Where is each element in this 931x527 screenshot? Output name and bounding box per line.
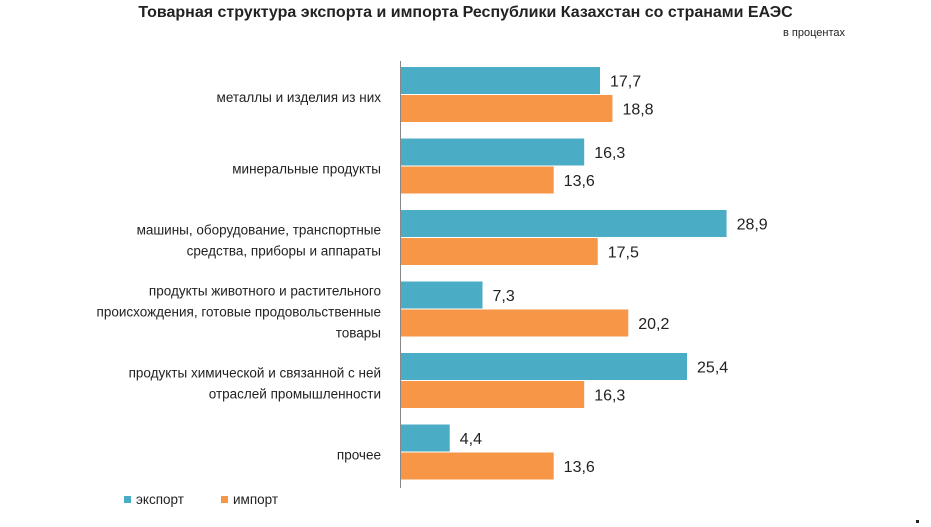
category-label-3: продукты животного и растительного происх… [97,283,381,340]
bar-экспорт-3 [400,281,483,309]
data-label-импорт-2: 17,5 [608,245,639,262]
bar-импорт-0 [400,95,613,122]
data-label-экспорт-0: 17,7 [610,74,641,91]
bar-экспорт-1 [400,138,585,166]
bar-импорт-2 [400,238,598,265]
corner-dot [916,520,919,523]
legend-label-экспорт: экспорт [136,492,184,507]
legend-label-импорт: импорт [233,492,278,507]
bar-экспорт-2 [400,210,727,237]
category-label-0: металлы и изделия из них [217,90,382,105]
data-label-экспорт-1: 16,3 [594,145,625,162]
data-label-импорт-3: 20,2 [638,316,669,333]
bar-экспорт-5 [400,424,450,452]
data-label-экспорт-2: 28,9 [737,217,768,234]
legend-swatch-экспорт [124,496,131,503]
category-label-2: машины, оборудование, транспортные средст… [137,222,381,258]
legend-swatch-импорт [221,496,228,503]
chart-title: Товарная структура экспорта и импорта Ре… [138,4,793,21]
bar-экспорт-4 [400,353,688,380]
data-label-экспорт-5: 4,4 [460,431,482,448]
bar-импорт-5 [400,452,554,480]
bar-импорт-3 [400,309,629,337]
data-label-импорт-0: 18,8 [622,102,653,119]
data-label-импорт-4: 16,3 [594,388,625,405]
chart-subtitle: в процентах [783,27,845,39]
data-label-импорт-5: 13,6 [564,459,595,476]
bar-импорт-1 [400,166,554,194]
data-label-экспорт-4: 25,4 [697,360,728,377]
bar-импорт-4 [400,381,585,408]
data-label-экспорт-3: 7,3 [492,288,514,305]
category-label-5: прочее [337,447,381,462]
category-label-4: продукты химической и связанной с ней отр… [129,365,381,401]
category-label-1: минеральные продукты [232,161,381,176]
bar-экспорт-0 [400,67,601,94]
data-label-импорт-1: 13,6 [564,173,595,190]
